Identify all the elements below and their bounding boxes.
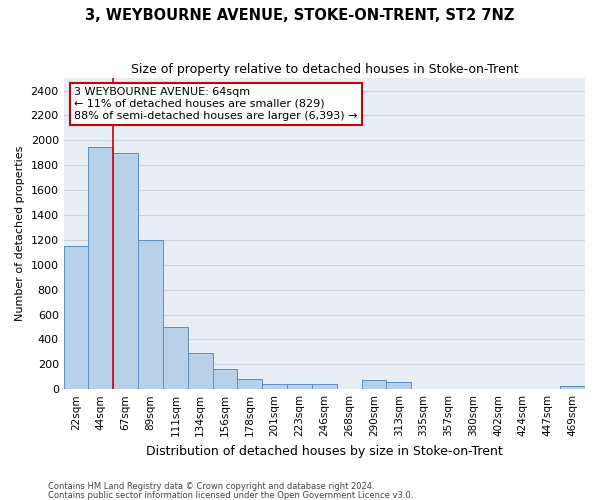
Bar (163, 327, 188, 389)
Bar (138, 240, 163, 389)
Bar (212, 370, 238, 389)
Bar (362, 380, 386, 389)
Bar (312, 384, 337, 389)
Text: Contains HM Land Registry data © Crown copyright and database right 2024.: Contains HM Land Registry data © Crown c… (48, 482, 374, 491)
Bar (560, 386, 585, 389)
Text: 3, WEYBOURNE AVENUE, STOKE-ON-TRENT, ST2 7NZ: 3, WEYBOURNE AVENUE, STOKE-ON-TRENT, ST2… (85, 8, 515, 22)
Text: 3 WEYBOURNE AVENUE: 64sqm
← 11% of detached houses are smaller (829)
88% of semi: 3 WEYBOURNE AVENUE: 64sqm ← 11% of detac… (74, 88, 358, 120)
X-axis label: Distribution of detached houses by size in Stoke-on-Trent: Distribution of detached houses by size … (146, 444, 503, 458)
Bar (262, 384, 287, 389)
Bar (287, 384, 312, 389)
Text: Contains public sector information licensed under the Open Government Licence v3: Contains public sector information licen… (48, 490, 413, 500)
Bar (88, 146, 113, 389)
Bar (64, 246, 88, 389)
Bar (386, 382, 411, 389)
Y-axis label: Number of detached properties: Number of detached properties (15, 146, 25, 322)
Bar (188, 353, 212, 389)
Title: Size of property relative to detached houses in Stoke-on-Trent: Size of property relative to detached ho… (131, 62, 518, 76)
Bar (238, 379, 262, 389)
Bar (113, 152, 138, 389)
